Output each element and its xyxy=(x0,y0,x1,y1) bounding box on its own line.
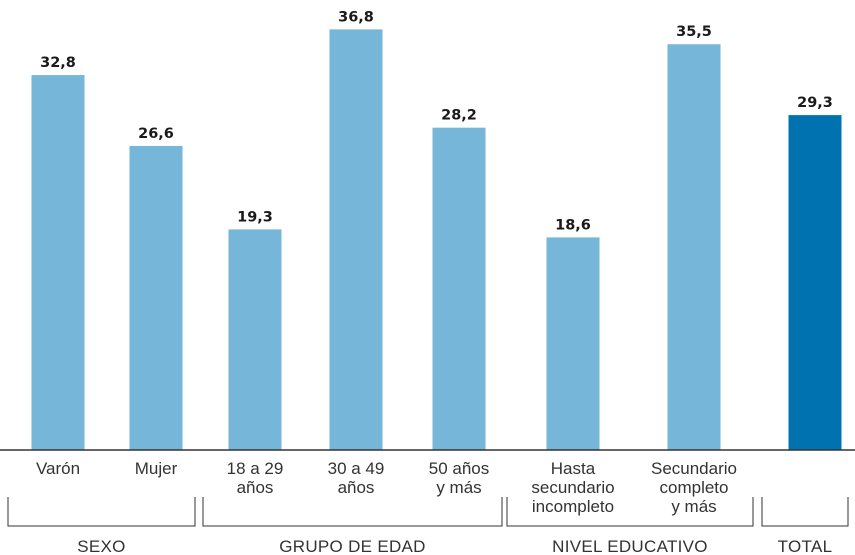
category-label-2-line-1: Mujer xyxy=(135,459,178,478)
category-label-7-line-1: Secundario xyxy=(651,459,737,478)
value-labels: 32,8 26,6 19,3 36,8 28,2 18,6 35,5 29,3 xyxy=(40,9,833,233)
group-label-3: NIVEL EDUCATIVO xyxy=(552,537,708,555)
group-label-2: GRUPO DE EDAD xyxy=(279,537,426,555)
value-label-8: 29,3 xyxy=(797,95,833,111)
value-label-6: 18,6 xyxy=(555,217,591,233)
value-label-2: 26,6 xyxy=(138,126,174,142)
category-label-1-line-1: Varón xyxy=(36,459,80,478)
bar-4 xyxy=(329,29,383,450)
group-label-1: SEXO xyxy=(77,537,125,555)
bar-6 xyxy=(546,237,600,450)
group-bracket-3 xyxy=(506,497,754,527)
group-labels: SEXO GRUPO DE EDAD NIVEL EDUCATIVO TOTAL xyxy=(77,537,832,555)
value-label-1: 32,8 xyxy=(40,55,76,71)
category-label-7-line-3: y más xyxy=(671,497,716,516)
group-bracket-2 xyxy=(202,497,503,527)
category-label-6-line-1: Hasta xyxy=(551,459,596,478)
category-label-6-line-3: incompleto xyxy=(532,497,614,516)
value-label-5: 28,2 xyxy=(441,108,477,124)
group-bracket-4 xyxy=(761,497,849,527)
value-label-7: 35,5 xyxy=(676,24,712,40)
category-label-6-line-2: secundario xyxy=(531,478,614,497)
bar-2 xyxy=(129,145,183,450)
category-label-4-line-1: 30 a 49 xyxy=(328,459,385,478)
bars xyxy=(31,29,842,451)
bar-1 xyxy=(31,75,85,450)
value-label-3: 19,3 xyxy=(237,209,273,225)
value-label-4: 36,8 xyxy=(338,9,374,25)
category-label-3-line-1: 18 a 29 xyxy=(227,459,284,478)
category-label-7-line-2: completo xyxy=(660,478,729,497)
category-label-3-line-2: años xyxy=(237,478,274,497)
bar-7 xyxy=(667,44,721,451)
bar-8 xyxy=(788,115,842,450)
group-bracket-1 xyxy=(7,497,196,527)
category-label-4-line-2: años xyxy=(338,478,375,497)
group-label-4: TOTAL xyxy=(778,537,833,555)
category-label-5-line-2: y más xyxy=(436,478,481,497)
category-label-5-line-1: 50 años xyxy=(429,459,490,478)
group-brackets xyxy=(7,497,849,527)
bar-3 xyxy=(228,229,282,450)
bar-5 xyxy=(432,127,486,450)
